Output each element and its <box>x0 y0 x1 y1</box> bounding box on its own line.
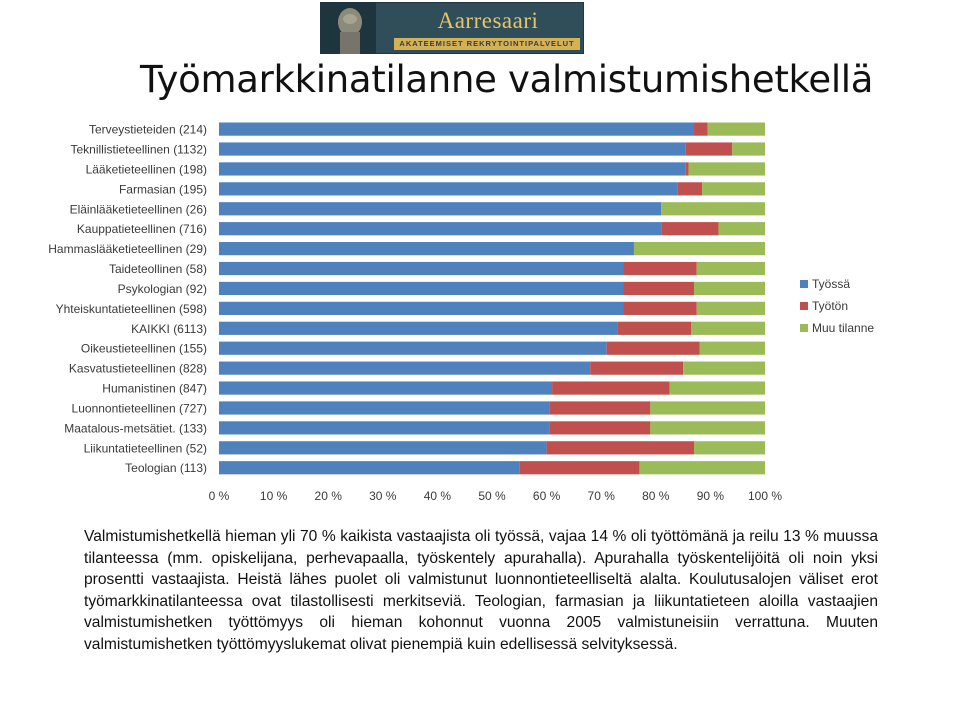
category-label: Farmasian (195) <box>119 182 207 196</box>
category-label: Eläinlääketieteellinen (26) <box>70 202 207 216</box>
bar-segment <box>219 162 686 176</box>
bar-segment <box>732 142 765 156</box>
bar-segment <box>685 162 689 176</box>
bar-segment <box>552 381 670 395</box>
bar-segment <box>683 361 765 375</box>
category-label: KAIKKI (6113) <box>131 322 207 336</box>
bar-segment <box>219 421 550 435</box>
x-tick-label: 80 % <box>642 489 670 503</box>
x-tick-label: 20 % <box>315 489 343 503</box>
bar-segment <box>623 261 697 276</box>
page-title: Työmarkkinatilanne valmistumishetkellä <box>140 58 874 101</box>
bar-segment <box>623 301 697 315</box>
category-label: Oikeustieteellinen (155) <box>81 342 207 356</box>
category-label: Kauppatieteellinen (716) <box>77 222 207 236</box>
bar-segment <box>219 142 686 156</box>
x-tick-label: 50 % <box>478 489 506 503</box>
bar-segment <box>661 222 719 236</box>
bar-segment <box>219 301 624 315</box>
bar-segment <box>696 261 765 276</box>
bar-segment <box>219 441 547 455</box>
bars <box>219 122 765 475</box>
legend-swatch <box>800 324 808 332</box>
bar-segment <box>219 341 607 355</box>
bar-segment <box>219 242 634 256</box>
bar-segment <box>219 461 520 475</box>
bar-segment <box>699 341 765 355</box>
legend-label: Työtön <box>812 299 848 313</box>
bar-segment <box>219 182 678 196</box>
legend-label: Muu tilanne <box>812 321 874 335</box>
x-tick-label: 60 % <box>533 489 561 503</box>
bar-segment <box>219 361 591 375</box>
bar-segment <box>590 361 684 375</box>
summary-text: Valmistumishetkellä hieman yli 70 % kaik… <box>84 528 878 653</box>
legend-swatch <box>800 302 808 310</box>
bar-segment <box>694 441 765 455</box>
bar-segment <box>219 122 695 136</box>
x-tick-label: 40 % <box>424 489 452 503</box>
category-label: Terveystieteiden (214) <box>89 123 207 137</box>
x-tick-label: 0 % <box>209 489 230 503</box>
bar-segment <box>219 261 624 276</box>
bar-segment <box>650 421 765 435</box>
category-label: Teologian (113) <box>125 461 207 475</box>
bar-segment <box>691 321 765 335</box>
bar-segment <box>694 281 765 296</box>
category-labels: Terveystieteiden (214) Teknillistieteelli… <box>48 123 207 476</box>
x-tick-label: 90 % <box>697 489 725 503</box>
bar-segment <box>549 401 651 415</box>
statue-icon <box>320 2 376 54</box>
category-label: Maatalous-metsätiet. (133) <box>64 421 207 435</box>
category-label: Hammaslääketieteellinen (29) <box>48 242 207 256</box>
bar-segment <box>219 222 662 236</box>
bar-segment <box>219 381 553 395</box>
bar-segment <box>219 281 624 296</box>
bar-segment <box>639 461 765 475</box>
aarresaari-logo: Aarresaari AKATEEMISET REKRYTOINTIPALVEL… <box>320 2 584 54</box>
bar-segment <box>519 461 640 475</box>
bar-segment <box>633 242 765 256</box>
category-label: Humanistinen (847) <box>102 382 207 396</box>
bar-segment <box>623 281 695 296</box>
bar-segment <box>688 162 765 176</box>
bar-segment <box>650 401 765 415</box>
category-label: Teknillistieteellinen (1132) <box>70 143 207 157</box>
bar-segment <box>677 182 703 196</box>
bar-segment <box>702 182 765 196</box>
bar-segment <box>685 142 733 156</box>
category-label: Liikuntatieteellinen (52) <box>84 441 207 455</box>
bar-segment <box>696 301 765 315</box>
logo-name: Aarresaari <box>437 8 539 33</box>
bar-segment <box>606 341 700 355</box>
logo-band <box>394 38 580 50</box>
legend-label: Työssä <box>812 277 850 291</box>
bar-segment <box>546 441 695 455</box>
x-tick-label: 30 % <box>369 489 397 503</box>
category-label: Yhteiskuntatieteellinen (598) <box>56 302 207 316</box>
bar-segment <box>718 222 765 236</box>
x-tick-label: 70 % <box>588 489 616 503</box>
legend: Työssä Työtön Muu tilanne <box>800 277 874 335</box>
x-tick-label: 10 % <box>260 489 288 503</box>
x-tick-label: 100 % <box>748 489 782 503</box>
category-label: Taideteollinen (58) <box>109 262 207 276</box>
bar-segment <box>694 122 708 136</box>
bar-segment <box>707 122 765 136</box>
bar-segment <box>219 321 618 335</box>
bar-segment <box>661 202 765 216</box>
bar-segment <box>219 401 550 415</box>
bar-segment <box>669 381 765 395</box>
bar-segment <box>219 202 662 216</box>
category-label: Lääketieteellinen (198) <box>86 162 207 176</box>
bar-segment <box>549 421 651 435</box>
category-label: Psykologian (92) <box>118 282 207 296</box>
logo-tagline: AKATEEMISET REKRYTOINTIPALVELUT <box>399 39 575 48</box>
x-tick-labels: 0 % 10 % 20 % 30 % 40 % 50 % 60 % 70 % 80 % 90 % 1… <box>209 489 783 503</box>
bar-segment <box>617 321 692 335</box>
category-label: Kasvatustieteellinen (828) <box>69 362 207 376</box>
category-label: Luonnontieteellinen (727) <box>72 401 207 415</box>
legend-swatch <box>800 280 808 288</box>
